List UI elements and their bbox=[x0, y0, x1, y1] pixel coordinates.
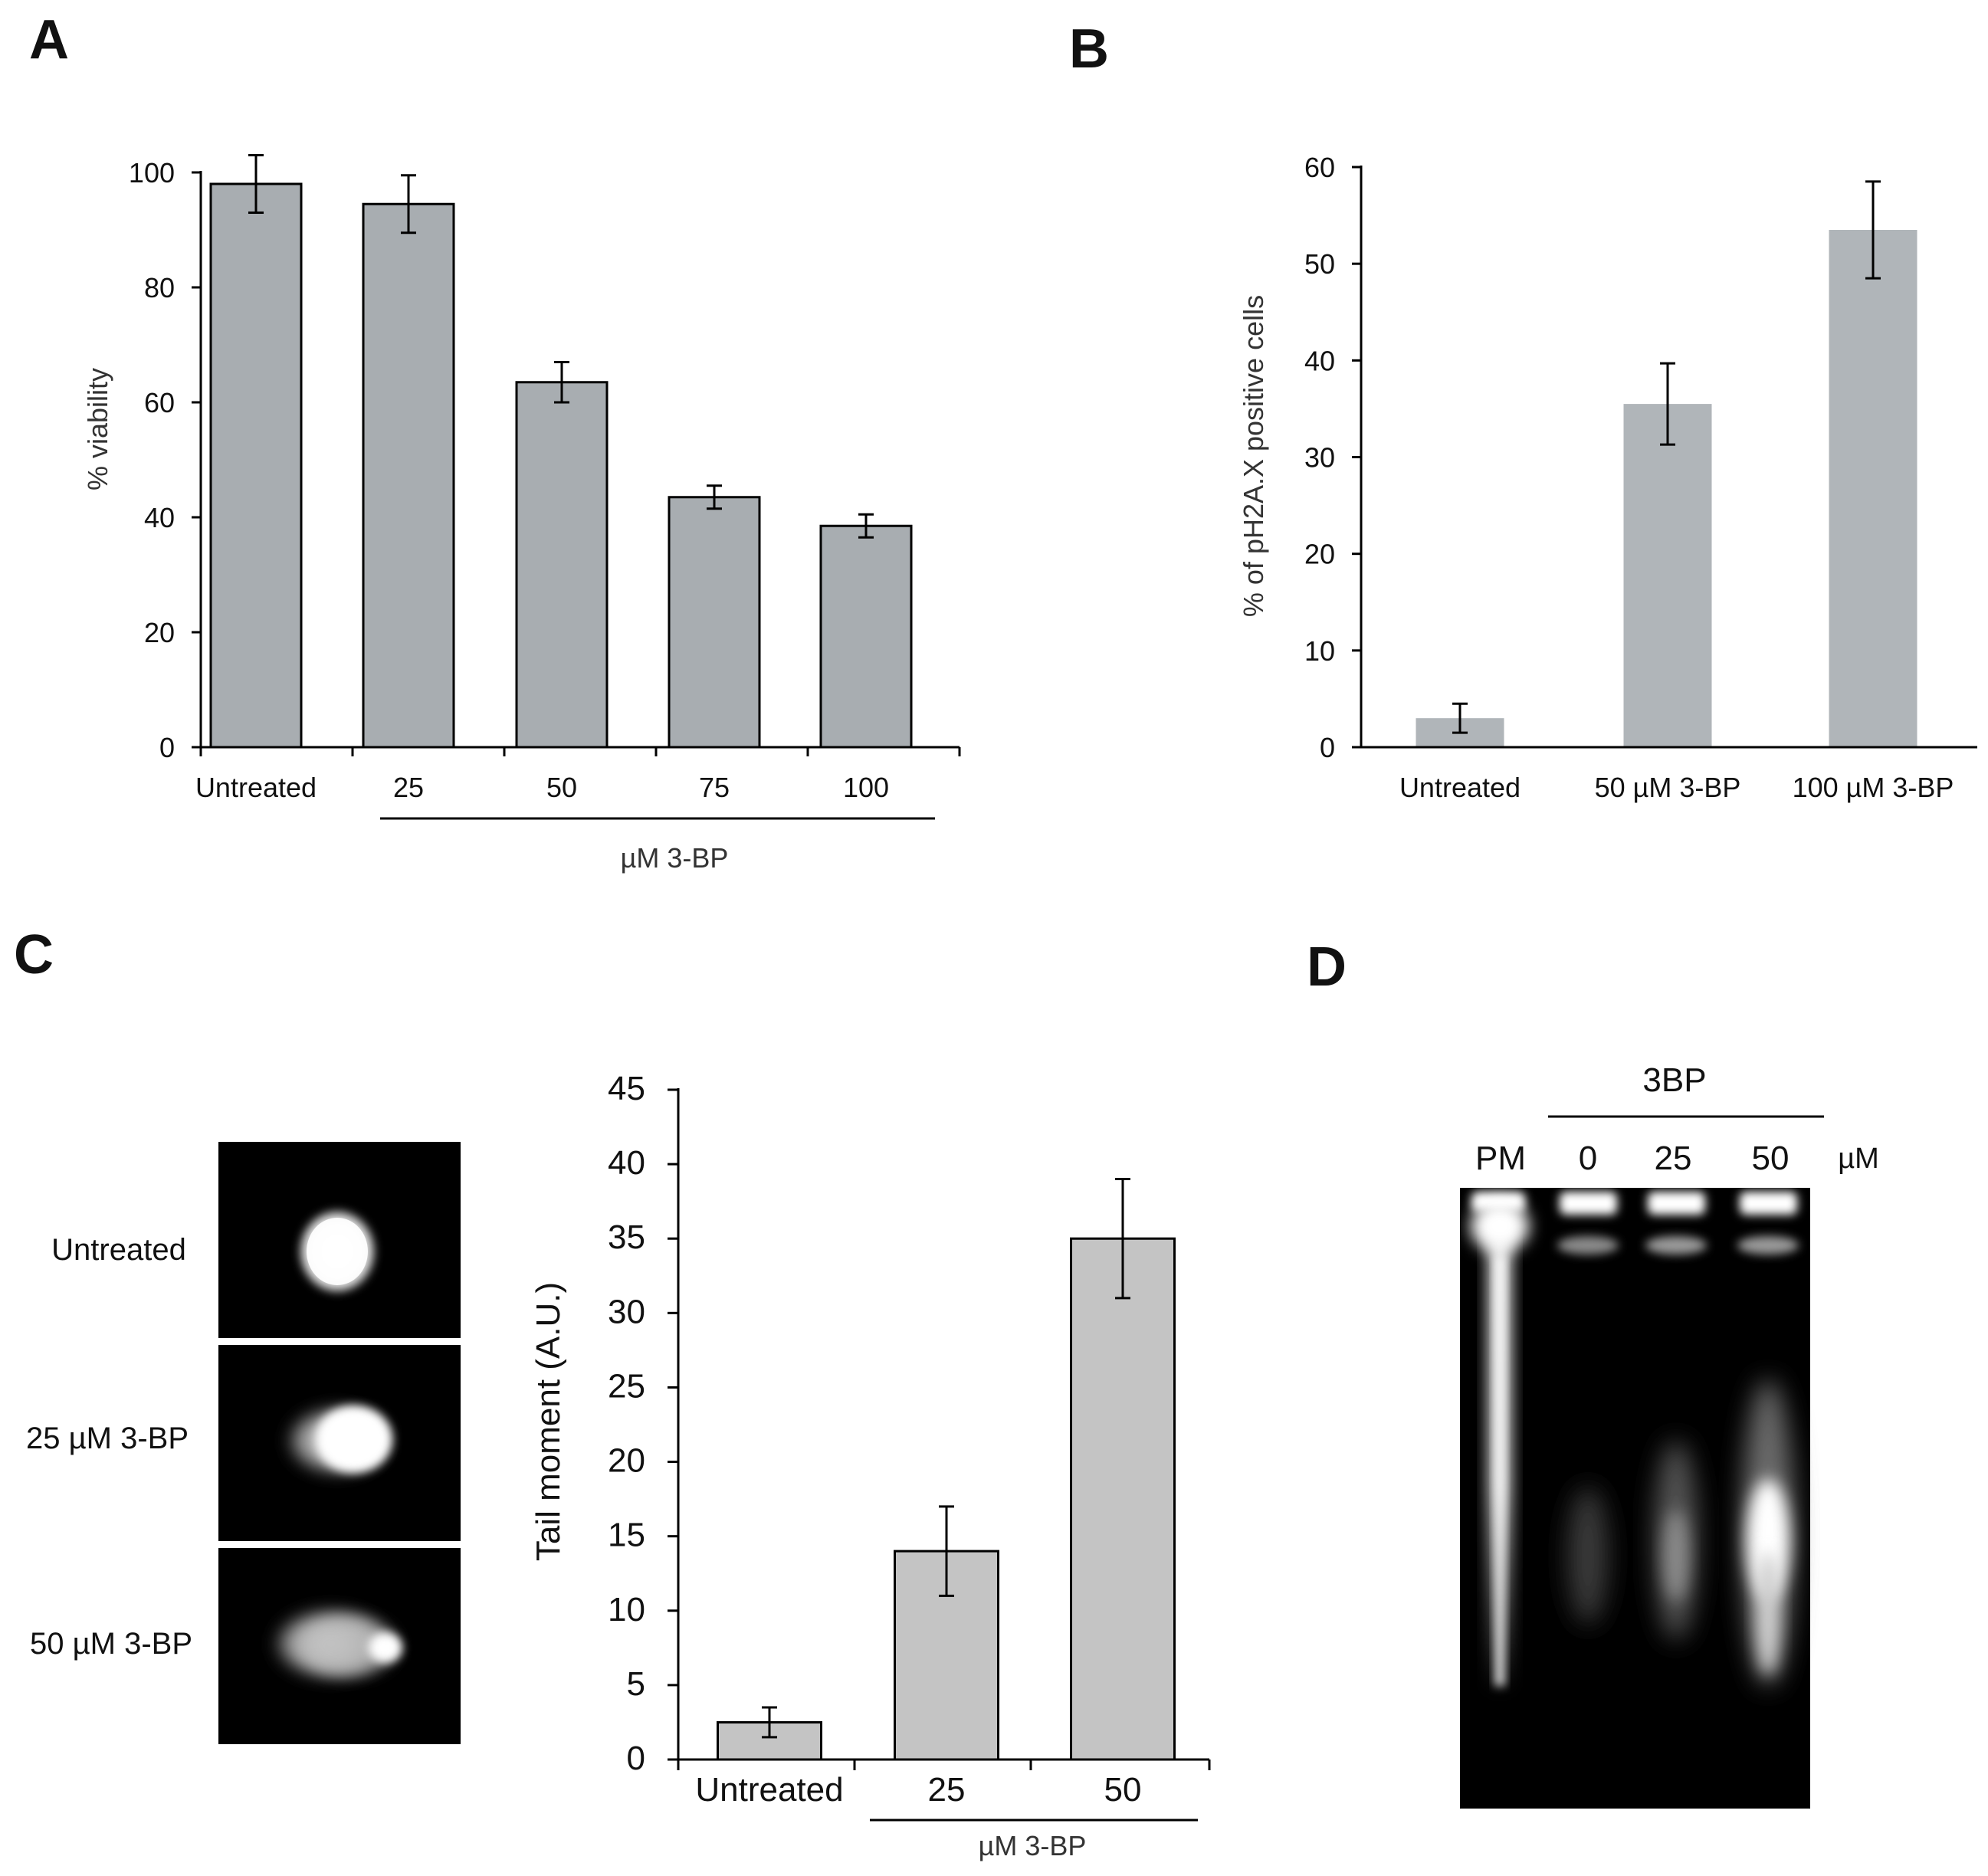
chart-b-ytick-label-0: 0 bbox=[1320, 732, 1335, 763]
chart-c-error-bar-1 bbox=[939, 1505, 954, 1597]
gel-lane-25 bbox=[1645, 1236, 1707, 1640]
chart-b-ytick-label-5: 50 bbox=[1304, 248, 1335, 280]
chart-c-ytick-label-2: 10 bbox=[608, 1591, 645, 1628]
chart-a-xtick-label-1: 25 bbox=[393, 772, 424, 803]
chart-c-error-bar-2 bbox=[1115, 1178, 1130, 1300]
chart-a-error-bar-4 bbox=[858, 513, 874, 539]
gel-lane-50 bbox=[1737, 1236, 1799, 1686]
gel-lane-0 bbox=[1557, 1236, 1619, 1625]
gel-lane-label-25: 25 bbox=[1655, 1140, 1692, 1177]
panel-letter-c: C bbox=[14, 924, 54, 986]
gel-unit-label: µM bbox=[1838, 1143, 1879, 1175]
chart-a-error-bar-0 bbox=[248, 154, 264, 214]
gel-lane-label-pm: PM bbox=[1475, 1140, 1526, 1177]
chart-a-ylabel: % viability bbox=[82, 368, 113, 490]
chart-a-error-bar-3 bbox=[707, 484, 722, 510]
chart-a-group-label: µM 3-BP bbox=[621, 842, 729, 874]
chart-b-bar-2 bbox=[1829, 230, 1917, 748]
chart-b-xtick-label-0: Untreated bbox=[1399, 772, 1521, 803]
chart-c-ytick-label-3: 15 bbox=[608, 1517, 645, 1554]
chart-c-ytick-label-0: 0 bbox=[627, 1740, 645, 1777]
chart-c-group-label: µM 3-BP bbox=[979, 1830, 1087, 1861]
chart-a-ytick-label-2: 40 bbox=[144, 502, 175, 533]
chart-a-xtick-label-0: Untreated bbox=[195, 772, 317, 803]
chart-b-error-bar-2 bbox=[1865, 180, 1881, 280]
gel-treatment-label: 3BP bbox=[1642, 1061, 1706, 1099]
chart-c-error-bar-0 bbox=[762, 1706, 777, 1739]
chart-b-ph2ax: % of pH2A.X positive cells Untreated 50 µ… bbox=[1238, 152, 1977, 803]
chart-a-xtick-label-4: 100 bbox=[843, 772, 889, 803]
chart-c-ytick-label-1: 5 bbox=[627, 1665, 645, 1703]
chart-c-ytick-label-8: 40 bbox=[608, 1144, 645, 1182]
panel-letter-b: B bbox=[1069, 18, 1109, 80]
gel-electrophoresis: 3BP PM 0 25 50 µM bbox=[1460, 1061, 1879, 1809]
chart-b-ytick-label-2: 20 bbox=[1304, 539, 1335, 570]
panel-letter-d: D bbox=[1307, 936, 1347, 998]
chart-b-bar-1 bbox=[1623, 404, 1712, 747]
chart-b-ytick-label-4: 40 bbox=[1304, 345, 1335, 376]
chart-c-ytick-label-9: 45 bbox=[608, 1070, 645, 1107]
chart-c-bar-2 bbox=[1070, 1237, 1176, 1761]
comet-assay-images: Untreated 25 µM 3-BP 50 µM 3-BP bbox=[26, 1142, 461, 1744]
chart-a-ytick-label-5: 100 bbox=[129, 157, 175, 189]
chart-a-ytick-label-1: 20 bbox=[144, 617, 175, 648]
chart-a-bar-1 bbox=[362, 202, 455, 749]
chart-c-ytick-label-6: 30 bbox=[608, 1293, 645, 1330]
chart-c-ytick-label-5: 25 bbox=[608, 1367, 645, 1405]
chart-a-bar-0 bbox=[209, 182, 303, 749]
chart-c-ytick-label-7: 35 bbox=[608, 1218, 645, 1256]
chart-a-ytick-label-0: 0 bbox=[159, 732, 175, 763]
chart-a-xtick-label-2: 50 bbox=[546, 772, 577, 803]
chart-b-ylabel: % of pH2A.X positive cells bbox=[1238, 295, 1269, 617]
chart-c-ylabel: Tail moment (A.U.) bbox=[530, 1282, 567, 1561]
gel-lane-label-0: 0 bbox=[1579, 1140, 1597, 1177]
chart-b-error-bar-0 bbox=[1452, 702, 1468, 734]
panel-letter-a: A bbox=[29, 9, 69, 71]
chart-c-xtick-label-2: 50 bbox=[1104, 1771, 1142, 1809]
chart-b-error-bar-1 bbox=[1660, 362, 1675, 446]
chart-a-bar-3 bbox=[668, 496, 761, 749]
gel-lane-label-50: 50 bbox=[1752, 1140, 1790, 1177]
chart-a-error-bar-2 bbox=[554, 361, 569, 404]
chart-a-bar-4 bbox=[819, 524, 913, 749]
chart-b-xtick-label-2: 100 µM 3-BP bbox=[1793, 772, 1954, 803]
chart-b-ytick-label-6: 60 bbox=[1304, 152, 1335, 183]
chart-b-xtick-label-1: 50 µM 3-BP bbox=[1595, 772, 1741, 803]
comet-label-50: 50 µM 3-BP bbox=[30, 1627, 192, 1661]
chart-a-ytick-label-4: 80 bbox=[144, 272, 175, 303]
chart-a-ytick-label-3: 60 bbox=[144, 387, 175, 418]
chart-a-xtick-label-3: 75 bbox=[699, 772, 730, 803]
chart-c-tail-moment: Tail moment (A.U.) µM 3-BP Untreated 25 50… bbox=[530, 1070, 1211, 1861]
gel-lane-pm bbox=[1471, 1200, 1529, 1694]
chart-a-viability: % viability µM 3-BP Untreated 25 50 75 100 0 2… bbox=[82, 154, 961, 874]
chart-b-ytick-label-1: 10 bbox=[1304, 635, 1335, 667]
chart-b-ytick-label-3: 30 bbox=[1304, 442, 1335, 474]
comet-label-25: 25 µM 3-BP bbox=[26, 1422, 189, 1455]
chart-c-xtick-label-0: Untreated bbox=[695, 1771, 843, 1809]
chart-c-xtick-label-1: 25 bbox=[928, 1771, 966, 1809]
comet-label-untreated: Untreated bbox=[51, 1233, 186, 1267]
gel-well-50 bbox=[1740, 1192, 1797, 1215]
gel-well-0 bbox=[1560, 1192, 1617, 1215]
comet-nucleus-25 bbox=[316, 1405, 392, 1473]
gel-well-25 bbox=[1648, 1192, 1705, 1215]
comet-nucleus-50 bbox=[369, 1632, 402, 1663]
chart-a-error-bar-1 bbox=[401, 174, 416, 235]
chart-a-bar-2 bbox=[515, 381, 609, 749]
chart-c-ytick-label-4: 20 bbox=[608, 1442, 645, 1480]
